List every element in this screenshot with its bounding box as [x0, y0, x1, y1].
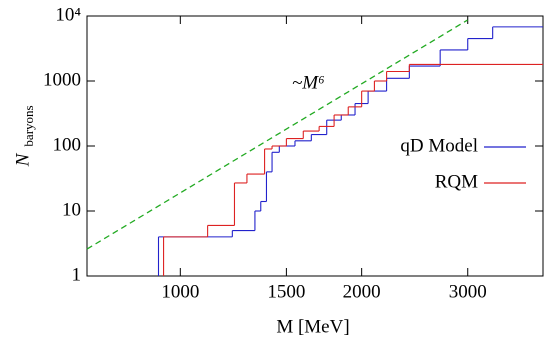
- y-tick-label: 100: [53, 134, 82, 155]
- x-tick-label: 2000: [343, 281, 381, 302]
- trend-line: [86, 19, 469, 250]
- y-tick-label: 10: [62, 199, 81, 220]
- legend-label: qD Model: [400, 135, 478, 156]
- y-axis-label-group: N baryons: [12, 105, 36, 167]
- x-tick-label: 1500: [267, 281, 305, 302]
- y-axis-label-subscript: baryons: [21, 105, 36, 146]
- y-axis-label: N: [12, 152, 33, 167]
- x-tick-label: 1000: [161, 281, 199, 302]
- y-tick-label: 10⁴: [55, 4, 81, 25]
- x-axis-label: M [MeV]: [276, 316, 349, 337]
- x-tick-label: 3000: [449, 281, 487, 302]
- y-tick-label: 1000: [43, 69, 81, 90]
- annotation: ~M⁶: [292, 72, 325, 93]
- legend-label: RQM: [435, 171, 478, 192]
- y-tick-label: 1: [72, 264, 82, 285]
